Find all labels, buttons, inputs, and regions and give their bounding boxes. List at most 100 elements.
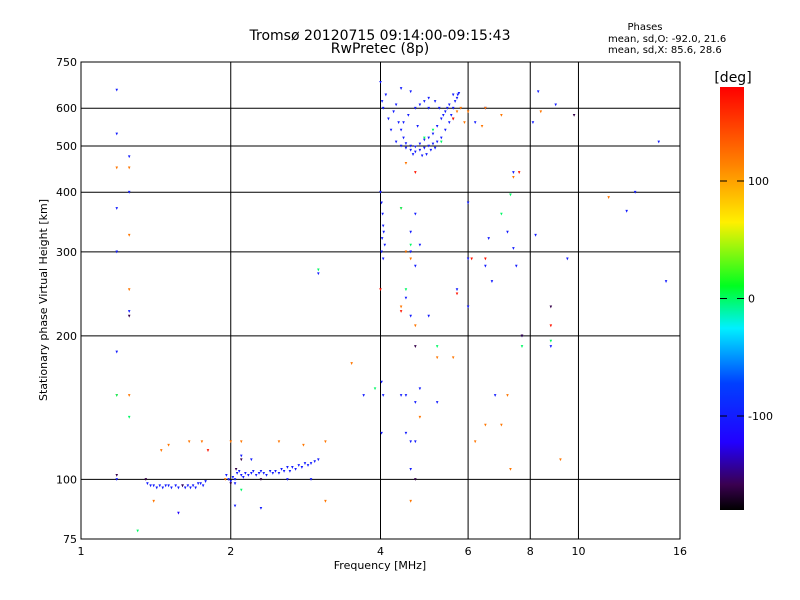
x-tick-label: 16: [673, 545, 687, 558]
data-point: [115, 132, 119, 136]
data-point: [439, 140, 443, 144]
data-point: [152, 484, 155, 488]
data-point: [381, 394, 385, 397]
y-tick-label: 200: [56, 330, 77, 343]
x-tick-label: 8: [527, 545, 534, 558]
data-point: [379, 190, 382, 194]
data-point: [223, 478, 227, 481]
data-point: [380, 380, 383, 384]
data-point: [115, 250, 119, 254]
data-point: [456, 93, 460, 97]
data-point: [484, 257, 487, 261]
colorbar-label: [deg]: [714, 70, 751, 86]
data-point: [418, 103, 422, 107]
data-point: [115, 166, 119, 170]
data-point: [204, 480, 207, 483]
data-point: [229, 482, 233, 486]
data-point: [397, 121, 400, 125]
y-tick-label: 100: [56, 473, 77, 486]
data-point: [177, 486, 180, 490]
data-point: [127, 233, 131, 237]
data-point: [362, 394, 365, 397]
data-point: [399, 305, 403, 309]
data-point: [380, 100, 384, 103]
data-point: [259, 469, 263, 473]
data-point: [381, 106, 385, 110]
data-point: [380, 201, 383, 205]
data-point: [407, 113, 410, 117]
data-point: [423, 138, 426, 142]
data-point: [274, 469, 277, 473]
data-point: [384, 93, 388, 97]
data-point: [506, 394, 509, 397]
data-point: [317, 272, 320, 276]
data-point: [447, 103, 451, 107]
data-point: [414, 212, 417, 216]
data-point: [387, 117, 390, 121]
data-point: [225, 474, 228, 477]
data-point: [394, 103, 398, 107]
data-point: [237, 469, 241, 473]
data-point: [449, 113, 453, 117]
x-tick-label: 10: [571, 545, 585, 558]
data-point: [404, 296, 408, 300]
data-point: [506, 230, 509, 234]
data-point: [242, 476, 245, 479]
data-point: [414, 171, 417, 174]
data-point: [257, 471, 261, 475]
data-point: [520, 345, 524, 348]
data-point: [455, 110, 459, 114]
data-point: [235, 471, 239, 475]
data-point: [500, 212, 503, 216]
data-point: [239, 458, 243, 462]
data-point: [317, 458, 320, 462]
data-point: [399, 207, 403, 210]
data-point: [409, 230, 412, 234]
data-point: [473, 121, 477, 125]
plot-frame: [80, 61, 681, 540]
data-point: [271, 471, 275, 475]
data-point: [268, 469, 272, 473]
data-point: [286, 478, 289, 481]
data-point: [247, 474, 250, 477]
data-point: [309, 478, 313, 481]
data-point: [115, 207, 119, 210]
data-point: [404, 161, 408, 165]
data-point: [500, 113, 503, 117]
data-point: [512, 247, 515, 250]
data-point: [404, 142, 408, 146]
data-point: [136, 529, 139, 533]
data-point: [554, 103, 557, 107]
data-point: [435, 401, 439, 404]
y-tick-label: 300: [56, 246, 77, 259]
data-point: [414, 345, 417, 348]
data-point: [455, 96, 459, 100]
data-point: [381, 224, 385, 228]
data-point: [451, 93, 455, 97]
chart-title: Tromsø 20120715 09:14:00-09:15:43: [249, 28, 511, 44]
data-point: [306, 464, 310, 467]
data-point: [239, 440, 243, 444]
data-point: [239, 474, 243, 477]
data-point: [170, 486, 173, 490]
x-axis-ticks: 1 2 4 6 8 10 16: [78, 545, 688, 558]
data-point: [297, 464, 301, 467]
data-point: [379, 288, 382, 292]
data-point: [206, 449, 210, 452]
data-point: [427, 136, 431, 140]
data-point: [152, 499, 155, 503]
data-point: [234, 467, 238, 471]
data-point: [177, 511, 180, 515]
data-point: [373, 387, 377, 391]
data-point: [381, 212, 384, 216]
data-point: [439, 117, 443, 121]
y-tick-label: 400: [56, 186, 77, 199]
data-point: [431, 128, 435, 132]
data-point: [437, 106, 441, 110]
data-point: [459, 106, 463, 110]
data-point: [115, 478, 119, 481]
data-point: [418, 415, 422, 419]
chart-subtitle: RwPretec (8p): [331, 41, 429, 57]
data-point: [404, 431, 408, 435]
data-point: [294, 467, 297, 471]
